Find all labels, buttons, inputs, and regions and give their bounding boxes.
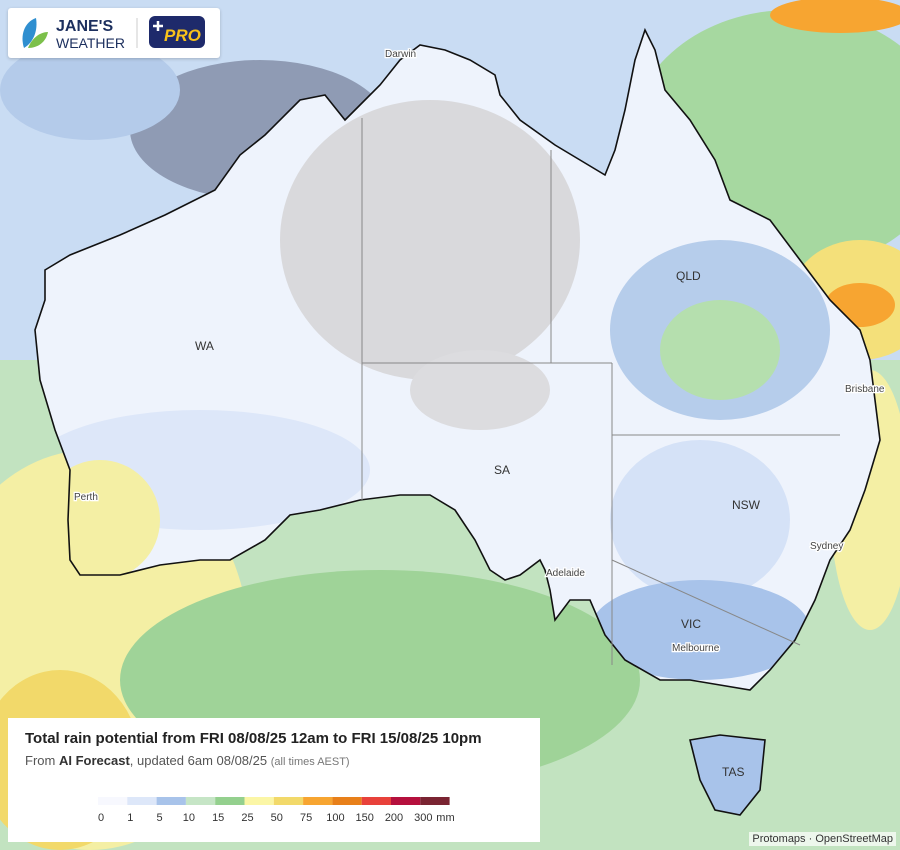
- panel-title: Total rain potential from FRI 08/08/25 1…: [25, 730, 482, 747]
- panel-subtitle: From AI Forecast, updated 6am 08/08/25 (…: [25, 753, 350, 768]
- legend-swatch: [420, 797, 450, 805]
- legend-swatch: [244, 797, 274, 805]
- pro-badge: PRO: [164, 26, 201, 45]
- legend-unit: mm: [436, 812, 454, 824]
- legend-label: 50: [271, 812, 283, 824]
- city-label: Melbourne: [672, 643, 720, 654]
- region-label: VIC: [681, 617, 701, 631]
- city-label: Adelaide: [546, 568, 585, 579]
- region-label: WA: [195, 339, 214, 353]
- legend-label: 15: [212, 812, 224, 824]
- city-label: Sydney: [810, 541, 843, 552]
- region-labels: WA SA QLD NSW VIC TAS: [195, 269, 761, 779]
- legend-swatch: [98, 797, 128, 805]
- region-label: QLD: [676, 269, 701, 283]
- legend-swatch: [156, 797, 186, 805]
- city-label: Brisbane: [845, 384, 885, 395]
- legend-swatch: [127, 797, 157, 805]
- tasmania: [689, 734, 766, 816]
- logo-graphic: JANE'S WEATHER PRO: [22, 16, 205, 51]
- legend-swatch: [273, 797, 304, 805]
- legend-swatch: [391, 797, 421, 805]
- legend-label: 75: [300, 812, 312, 824]
- legend-swatch: [361, 797, 391, 805]
- subtitle-prefix: From: [25, 753, 56, 768]
- legend-swatch: [332, 797, 362, 805]
- region-label: SA: [494, 463, 510, 477]
- city-labels: Darwin Perth Adelaide Melbourne Brisbane…: [73, 48, 886, 656]
- state-borders: [361, 118, 840, 665]
- region-label: NSW: [732, 498, 761, 512]
- legend-label: 150: [356, 812, 374, 824]
- legend-label: 25: [241, 812, 253, 824]
- subtitle-note: (all times AEST): [270, 756, 350, 768]
- city-label: Perth: [74, 492, 98, 503]
- legend-label: 200: [385, 812, 403, 824]
- legend-swatch: [185, 797, 216, 805]
- legend-label: 5: [157, 812, 163, 824]
- logo[interactable]: JANE'S WEATHER PRO: [8, 8, 220, 58]
- attribution: Protomaps · OpenStreetMap: [749, 832, 896, 846]
- legend-label: 0: [98, 812, 104, 824]
- brand-line2: WEATHER: [56, 35, 125, 51]
- legend-swatch: [215, 797, 245, 805]
- info-panel: Total rain potential from FRI 08/08/25 1…: [8, 718, 540, 842]
- legend-label: 10: [183, 812, 195, 824]
- attribution-item[interactable]: OpenStreetMap: [815, 833, 893, 845]
- brand-line1: JANE'S: [56, 18, 113, 35]
- attribution-item[interactable]: Protomaps: [752, 833, 806, 845]
- legend-label: 1: [127, 812, 133, 824]
- subtitle-source[interactable]: AI Forecast: [58, 753, 130, 768]
- city-label: Darwin: [385, 49, 416, 60]
- legend-swatch: [303, 797, 333, 805]
- legend-label: 300: [414, 812, 432, 824]
- legend-label: 100: [326, 812, 344, 824]
- legend: 0 1 5 10 15 25 50 75 100 150 200 300 mm: [98, 797, 455, 824]
- region-label: TAS: [722, 765, 744, 779]
- subtitle-updated: , updated 6am 08/08/25: [129, 753, 268, 768]
